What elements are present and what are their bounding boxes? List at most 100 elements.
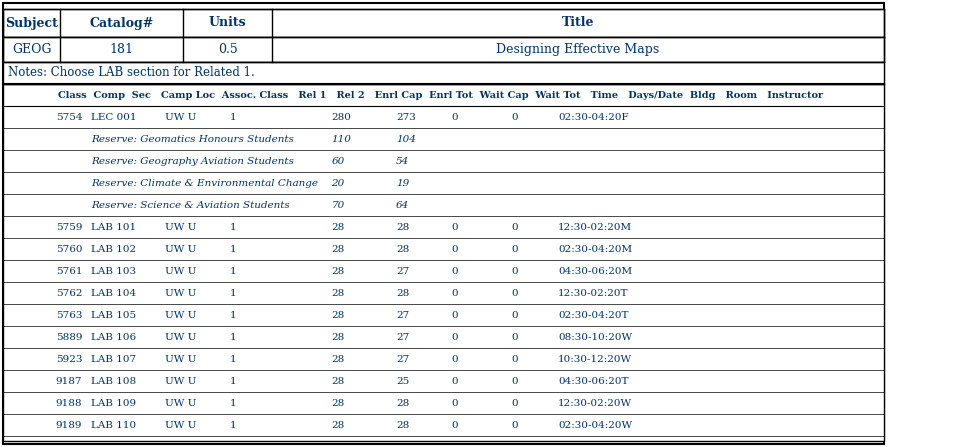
Text: UW U: UW U (165, 333, 196, 342)
Text: 0: 0 (512, 398, 518, 408)
Text: 0: 0 (451, 398, 458, 408)
Text: 0: 0 (512, 311, 518, 320)
Text: Catalog#: Catalog# (90, 17, 154, 30)
Bar (3, 9, 883, 37)
Text: Designing Effective Maps: Designing Effective Maps (496, 43, 659, 56)
Text: Subject: Subject (5, 17, 58, 30)
Bar (3, 62, 883, 84)
Bar (3, 37, 883, 62)
Text: LAB 105: LAB 105 (91, 311, 136, 320)
Text: 12:30-02:20M: 12:30-02:20M (559, 223, 632, 232)
Text: 280: 280 (331, 113, 352, 122)
Text: 0: 0 (512, 245, 518, 253)
Text: 10:30-12:20W: 10:30-12:20W (559, 354, 632, 363)
Text: 0: 0 (451, 376, 458, 385)
Text: 02:30-04:20T: 02:30-04:20T (559, 311, 628, 320)
Text: 02:30-04:20M: 02:30-04:20M (559, 245, 632, 253)
Text: 1: 1 (230, 354, 237, 363)
Text: 28: 28 (331, 245, 345, 253)
Text: 28: 28 (396, 223, 409, 232)
Text: 0: 0 (451, 311, 458, 320)
Text: 0: 0 (512, 354, 518, 363)
Text: 28: 28 (331, 288, 345, 298)
Text: 54: 54 (396, 156, 409, 165)
Text: UW U: UW U (165, 245, 196, 253)
Text: GEOG: GEOG (11, 43, 52, 56)
Text: 9189: 9189 (56, 421, 82, 430)
Text: Reserve: Science & Aviation Students: Reserve: Science & Aviation Students (91, 201, 289, 210)
Text: 04:30-06:20M: 04:30-06:20M (559, 266, 632, 275)
Text: 28: 28 (396, 398, 409, 408)
Text: 02:30-04:20W: 02:30-04:20W (559, 421, 632, 430)
Text: 1: 1 (230, 398, 237, 408)
Text: LAB 102: LAB 102 (91, 245, 136, 253)
Text: 08:30-10:20W: 08:30-10:20W (559, 333, 632, 342)
Text: 5762: 5762 (56, 288, 82, 298)
Text: UW U: UW U (165, 421, 196, 430)
Text: 60: 60 (331, 156, 345, 165)
Text: 0.5: 0.5 (217, 43, 238, 56)
Text: 1: 1 (230, 288, 237, 298)
Text: 70: 70 (331, 201, 345, 210)
Text: 1: 1 (230, 421, 237, 430)
Text: 0: 0 (451, 354, 458, 363)
Text: LAB 101: LAB 101 (91, 223, 136, 232)
Text: Reserve: Climate & Environmental Change: Reserve: Climate & Environmental Change (91, 178, 318, 187)
Text: UW U: UW U (165, 288, 196, 298)
Text: 1: 1 (230, 376, 237, 385)
Text: LAB 110: LAB 110 (91, 421, 136, 430)
Text: 0: 0 (512, 333, 518, 342)
Text: 5759: 5759 (56, 223, 82, 232)
Text: 28: 28 (331, 311, 345, 320)
Text: 0: 0 (512, 223, 518, 232)
Text: 0: 0 (512, 421, 518, 430)
Text: 28: 28 (396, 288, 409, 298)
Text: 28: 28 (331, 398, 345, 408)
Text: 1: 1 (230, 223, 237, 232)
Text: 20: 20 (331, 178, 345, 187)
Text: Reserve: Geomatics Honours Students: Reserve: Geomatics Honours Students (91, 135, 294, 143)
Text: 1: 1 (230, 311, 237, 320)
Text: 0: 0 (451, 333, 458, 342)
Text: 1: 1 (230, 245, 237, 253)
Text: LAB 104: LAB 104 (91, 288, 136, 298)
Text: 12:30-02:20W: 12:30-02:20W (559, 398, 632, 408)
Text: 28: 28 (331, 223, 345, 232)
Text: 27: 27 (396, 333, 409, 342)
Text: 104: 104 (396, 135, 416, 143)
Text: 273: 273 (396, 113, 416, 122)
Text: 0: 0 (512, 376, 518, 385)
Text: 0: 0 (451, 288, 458, 298)
Text: 27: 27 (396, 311, 409, 320)
Text: Units: Units (209, 17, 246, 30)
Text: 110: 110 (331, 135, 352, 143)
Text: UW U: UW U (165, 311, 196, 320)
Text: 9188: 9188 (56, 398, 82, 408)
Text: UW U: UW U (165, 113, 196, 122)
Text: 181: 181 (110, 43, 134, 56)
Text: 0: 0 (451, 113, 458, 122)
Text: 12:30-02:20T: 12:30-02:20T (559, 288, 628, 298)
Text: 28: 28 (396, 245, 409, 253)
Text: UW U: UW U (165, 354, 196, 363)
Text: 25: 25 (396, 376, 409, 385)
Text: 02:30-04:20F: 02:30-04:20F (559, 113, 628, 122)
Text: Class  Comp  Sec   Camp Loc  Assoc. Class   Rel 1   Rel 2   Enrl Cap  Enrl Tot  : Class Comp Sec Camp Loc Assoc. Class Rel… (58, 90, 824, 100)
Text: 28: 28 (331, 421, 345, 430)
Text: LAB 107: LAB 107 (91, 354, 136, 363)
Text: UW U: UW U (165, 223, 196, 232)
Text: LAB 103: LAB 103 (91, 266, 136, 275)
Text: 5923: 5923 (56, 354, 82, 363)
Text: 27: 27 (396, 266, 409, 275)
Text: 5763: 5763 (56, 311, 82, 320)
Text: LAB 106: LAB 106 (91, 333, 136, 342)
Text: 0: 0 (512, 288, 518, 298)
Text: 5761: 5761 (56, 266, 82, 275)
Text: Reserve: Geography Aviation Students: Reserve: Geography Aviation Students (91, 156, 294, 165)
Text: 04:30-06:20T: 04:30-06:20T (559, 376, 628, 385)
Text: 19: 19 (396, 178, 409, 187)
Text: 0: 0 (512, 266, 518, 275)
Text: 0: 0 (451, 223, 458, 232)
Text: 0: 0 (451, 245, 458, 253)
Text: 28: 28 (331, 333, 345, 342)
